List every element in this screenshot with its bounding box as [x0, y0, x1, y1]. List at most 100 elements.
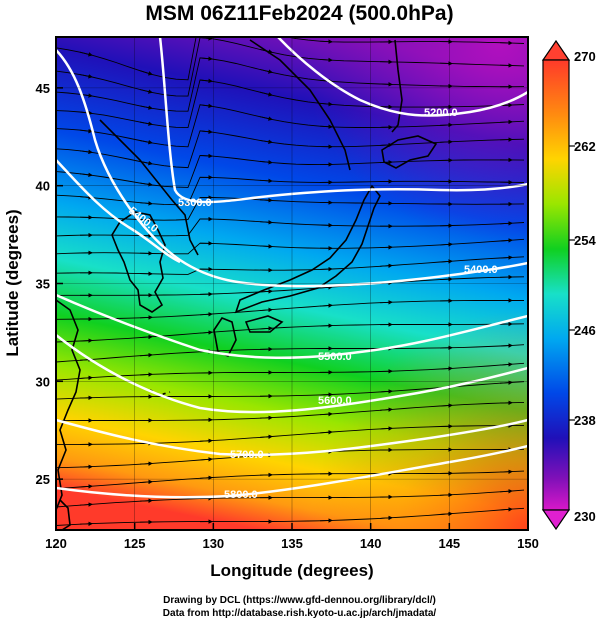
- y-axis-label: Latitude (degrees): [3, 209, 22, 356]
- x-axis-ticks: 120 125 130 135 140 145 150: [45, 523, 539, 551]
- streamline-arrow: [319, 39, 333, 44]
- streamline-arrow: [200, 16, 212, 18]
- colorbar-top-triangle: [541, 39, 571, 61]
- coastline-china: [56, 299, 81, 511]
- streamline-arrow: [259, 434, 273, 440]
- streamline-arrow: [139, 89, 153, 94]
- streamline-arrow: [139, 121, 153, 126]
- y-tick-label: 30: [36, 374, 50, 389]
- colorbar-tick-label: 230: [574, 509, 596, 524]
- streamline-arrow: [259, 91, 273, 97]
- coastline-primorye: [249, 39, 351, 171]
- contour-5600: [56, 334, 528, 414]
- coastline-korea: [111, 211, 166, 313]
- streamline-arrow: [319, 430, 333, 435]
- streamline-arrow: [499, 255, 513, 260]
- streamline-arrow: [139, 182, 153, 187]
- x-axis-label: Longitude (degrees): [210, 561, 373, 580]
- streamline-arrow: [199, 153, 213, 159]
- contour-5700: [56, 418, 528, 457]
- x-tick-label: 130: [202, 536, 224, 551]
- streamline-arrow: [439, 511, 453, 517]
- streamline-arrow: [259, 69, 273, 74]
- coastline-japan-shikoku: [244, 315, 284, 333]
- streamline-arrow: [259, 244, 273, 249]
- streamline-arrow: [199, 129, 213, 134]
- streamline-arrow: [79, 172, 93, 178]
- streamline-arrow: [199, 103, 213, 109]
- contour-5200: [277, 37, 528, 117]
- streamline-arrow: [79, 74, 93, 79]
- x-tick-label: 125: [124, 536, 146, 551]
- coastline-sakhalin: [391, 39, 403, 133]
- streamline-arrow: [139, 461, 153, 466]
- y-tick-label: 35: [36, 277, 50, 292]
- streamline-arrow: [499, 119, 513, 125]
- streamline-arrow: [139, 201, 153, 206]
- streamline-arrow: [379, 426, 393, 431]
- colorbar-tick-label: 262: [574, 139, 596, 154]
- contour-label: 5700.0: [230, 449, 264, 461]
- streamline-arrow: [439, 492, 453, 498]
- contour-label: 5800.0: [224, 489, 258, 501]
- streamline-arrow: [139, 498, 153, 503]
- map-title: MSM 06Z11Feb2024 (500.0hPa): [145, 2, 454, 25]
- contour-label: 5200.0: [424, 107, 458, 119]
- contour-5800: [56, 444, 528, 499]
- streamline-arrow: [199, 56, 213, 61]
- y-axis-ticks: 25 30 35 40 45: [36, 81, 63, 487]
- streamline-arrow: [139, 139, 153, 145]
- streamline-arrow: [259, 139, 273, 144]
- streamline-arrow: [260, 31, 272, 34]
- x-tick-label: 135: [281, 536, 303, 551]
- x-tick-label: 140: [360, 536, 382, 551]
- streamline-arrow: [259, 159, 273, 165]
- credit-drawing: Drawing by DCL (https://www.gfd-dennou.o…: [163, 595, 436, 606]
- contour-5500: [56, 293, 528, 360]
- streamline-arrow: [79, 521, 93, 527]
- coastline-japan-hokkaido: [381, 135, 438, 169]
- streamline-arrow: [259, 178, 273, 184]
- colorbar-tick-label: 246: [574, 323, 596, 338]
- streamline-arrow: [79, 149, 93, 155]
- streamline-arrow: [199, 475, 213, 481]
- colorbar-bar: [542, 59, 570, 511]
- streamline-arrow: [319, 124, 333, 129]
- y-tick-label: 40: [36, 179, 50, 194]
- streamline-arrow: [319, 57, 333, 63]
- streamline-arrow: [199, 457, 213, 462]
- streamline-arrow: [259, 116, 273, 121]
- streamline-arrow: [499, 362, 513, 367]
- streamline-arrow: [139, 70, 153, 76]
- contour-label: 5400.0: [464, 264, 498, 276]
- streamline-arrow: [139, 372, 153, 377]
- colorbar-tick-label: 254: [574, 233, 596, 248]
- contour-5400-left: [56, 49, 528, 288]
- streamline-arrow: [499, 343, 513, 348]
- streamline-arrow: [79, 502, 93, 507]
- coastline-taiwan: [59, 499, 71, 530]
- streamline-arrow: [439, 259, 453, 264]
- streamline-arrow: [499, 507, 513, 512]
- streamline-arrow: [79, 484, 93, 489]
- streamline-arrow: [379, 389, 393, 394]
- streamline-arrow: [439, 276, 453, 282]
- streamline-arrow: [379, 407, 393, 412]
- streamline-arrow: [79, 128, 93, 134]
- streamline-arrow: [139, 352, 153, 358]
- streamline-arrow: [79, 375, 93, 381]
- contour-5300: [158, 37, 528, 204]
- contour-label: 5600.0: [318, 395, 352, 407]
- streamline-arrow: [319, 285, 333, 290]
- streamline-arrow: [259, 415, 273, 421]
- streamline-arrow: [499, 380, 513, 385]
- contour-label: 5500.0: [318, 351, 352, 363]
- streamline-arrow: [79, 51, 93, 57]
- streamline-arrow: [79, 338, 93, 343]
- height-contours: [56, 37, 528, 499]
- streamline-arrow: [259, 220, 273, 225]
- streamline-arrow: [79, 110, 93, 116]
- streamline-arrow: [319, 411, 333, 417]
- streamline-arrow: [319, 101, 333, 107]
